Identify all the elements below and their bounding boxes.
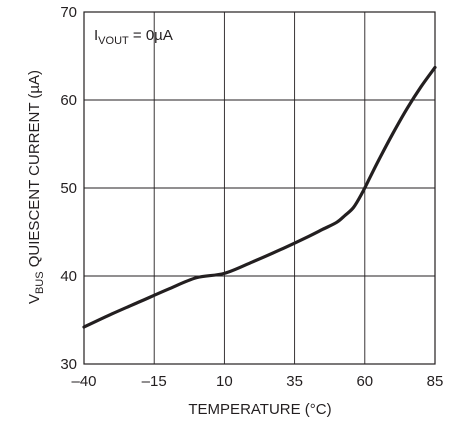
y-tick-label: 40 xyxy=(60,268,77,285)
plot-frame xyxy=(83,11,436,365)
annotation-label: IVOUT = 0µA xyxy=(94,27,173,47)
x-axis-label: TEMPERATURE (°C) xyxy=(188,401,331,418)
annotation-prefix: I xyxy=(94,27,98,44)
series-group xyxy=(82,65,437,329)
y-tick-label: 50 xyxy=(60,180,77,197)
y-tick-labels: 30 40 50 60 70 xyxy=(60,4,77,373)
x-tick-label: 60 xyxy=(356,373,373,390)
x-tick-label: –15 xyxy=(142,373,167,390)
x-tick-label: 85 xyxy=(427,373,444,390)
y-axis-label: VBUS QUIESCENT CURRENT (µA) xyxy=(26,70,46,304)
y-tick-label: 60 xyxy=(60,92,77,109)
y-axis-label-suffix: QUIESCENT CURRENT (µA) xyxy=(26,70,43,271)
annotation-subscript: VOUT xyxy=(98,35,129,47)
y-tick-label: 70 xyxy=(60,4,77,21)
grid-lines xyxy=(83,11,436,365)
x-tick-label: –40 xyxy=(71,373,96,390)
y-tick-label: 30 xyxy=(60,356,77,373)
series-line xyxy=(82,65,437,329)
annotation-suffix: = 0µA xyxy=(129,27,173,44)
y-axis-label-prefix: V xyxy=(26,294,43,304)
x-tick-label: 35 xyxy=(286,373,303,390)
x-tick-labels: –40 –15 10 35 60 85 xyxy=(71,373,443,390)
y-axis-label-subscript: BUS xyxy=(34,271,46,294)
x-tick-label: 10 xyxy=(216,373,233,390)
